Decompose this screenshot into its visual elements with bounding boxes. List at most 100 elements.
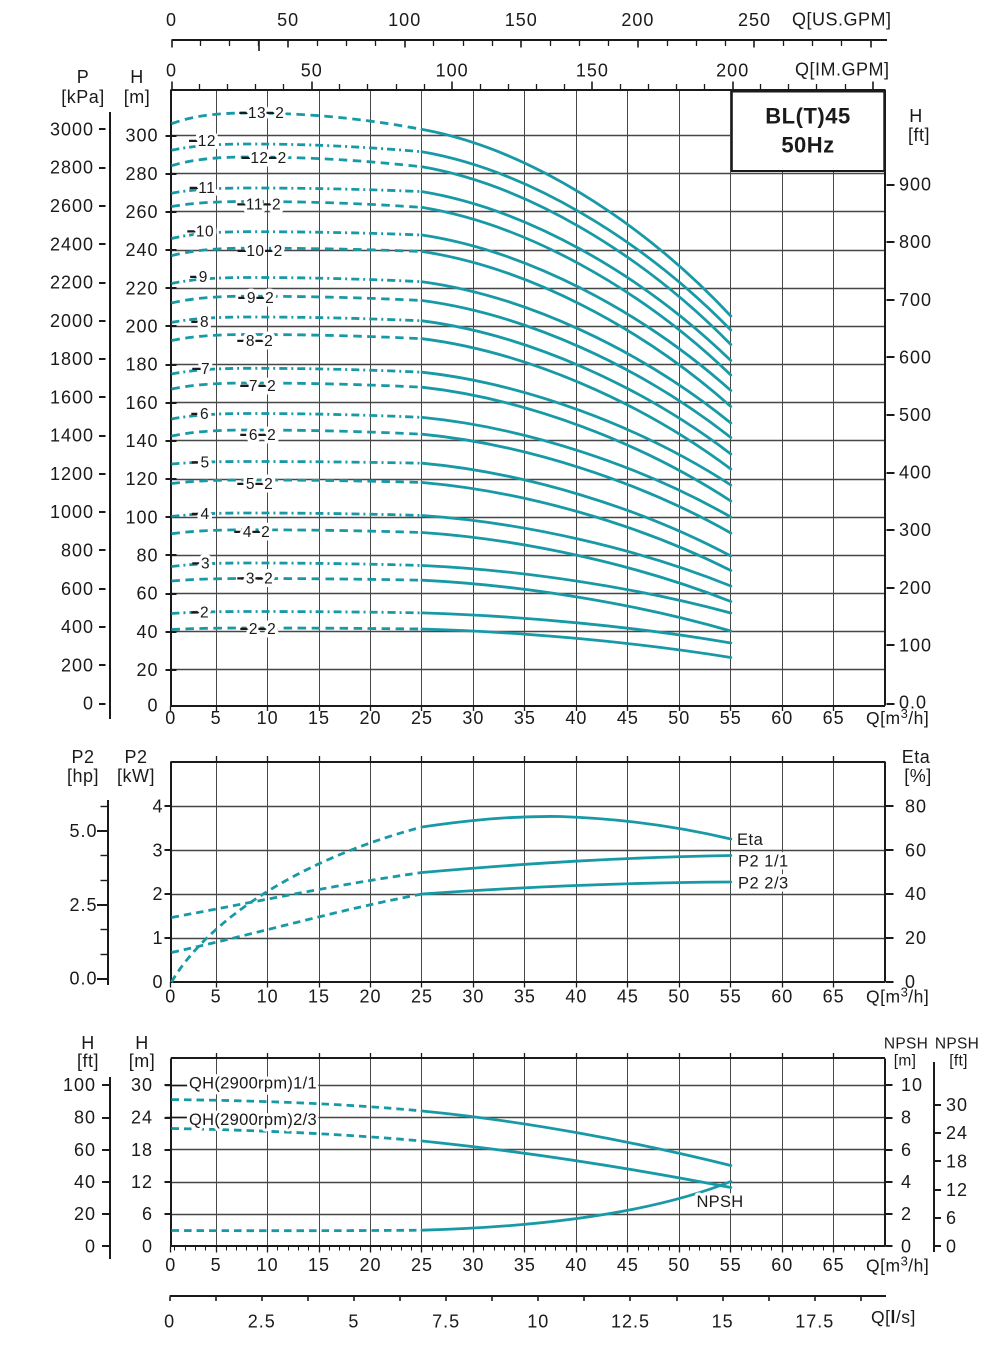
svg-text:20: 20 bbox=[74, 1204, 96, 1224]
svg-text:55: 55 bbox=[720, 987, 742, 1007]
svg-text:QH(2900rpm)1/1: QH(2900rpm)1/1 bbox=[189, 1075, 317, 1093]
svg-text:20: 20 bbox=[359, 1255, 381, 1275]
svg-text:24: 24 bbox=[131, 1108, 153, 1128]
svg-text:−9−2: −9−2 bbox=[238, 290, 274, 307]
svg-text:3: 3 bbox=[152, 840, 163, 860]
svg-text:Q[m3/h]: Q[m3/h] bbox=[866, 984, 929, 1007]
svg-text:−3: −3 bbox=[192, 555, 210, 572]
svg-text:160: 160 bbox=[125, 393, 158, 413]
svg-text:18: 18 bbox=[946, 1152, 968, 1172]
svg-text:−2−2: −2−2 bbox=[240, 621, 276, 638]
svg-text:50: 50 bbox=[301, 61, 323, 81]
svg-text:−10: −10 bbox=[187, 223, 214, 240]
svg-text:250: 250 bbox=[738, 10, 771, 30]
svg-text:18: 18 bbox=[131, 1140, 153, 1160]
svg-text:35: 35 bbox=[514, 1255, 536, 1275]
svg-text:[%]: [%] bbox=[904, 766, 932, 786]
svg-text:0: 0 bbox=[165, 708, 176, 728]
svg-text:NPSH: NPSH bbox=[696, 1193, 743, 1211]
svg-text:0: 0 bbox=[166, 61, 177, 81]
svg-text:100: 100 bbox=[436, 61, 469, 81]
svg-text:30: 30 bbox=[131, 1075, 153, 1095]
svg-text:180: 180 bbox=[125, 355, 158, 375]
svg-text:7.5: 7.5 bbox=[432, 1311, 460, 1331]
svg-text:Q[l/s]: Q[l/s] bbox=[871, 1307, 916, 1327]
svg-text:−7−2: −7−2 bbox=[240, 378, 276, 395]
svg-text:30: 30 bbox=[462, 708, 484, 728]
svg-text:Q[IM.GPM]: Q[IM.GPM] bbox=[795, 60, 890, 80]
svg-text:6: 6 bbox=[946, 1208, 957, 1228]
svg-text:1: 1 bbox=[152, 928, 163, 948]
svg-text:80: 80 bbox=[905, 797, 927, 817]
svg-text:−9: −9 bbox=[190, 269, 208, 286]
svg-text:−11−2: −11−2 bbox=[237, 196, 281, 213]
svg-text:6: 6 bbox=[142, 1204, 153, 1224]
svg-text:2400: 2400 bbox=[50, 234, 94, 254]
svg-text:10: 10 bbox=[257, 987, 279, 1007]
svg-text:500: 500 bbox=[899, 405, 932, 425]
svg-text:−12−2: −12−2 bbox=[241, 150, 287, 167]
svg-text:0.0: 0.0 bbox=[69, 969, 97, 989]
svg-text:45: 45 bbox=[617, 1255, 639, 1275]
svg-text:NPSH: NPSH bbox=[884, 1036, 928, 1053]
svg-text:100: 100 bbox=[125, 507, 158, 527]
svg-text:600: 600 bbox=[899, 347, 932, 367]
svg-text:2800: 2800 bbox=[50, 158, 94, 178]
svg-text:−2: −2 bbox=[191, 604, 209, 621]
svg-text:0.0: 0.0 bbox=[899, 693, 927, 713]
svg-text:600: 600 bbox=[61, 579, 94, 599]
svg-text:4: 4 bbox=[152, 797, 163, 817]
svg-text:3000: 3000 bbox=[50, 119, 94, 139]
svg-text:2: 2 bbox=[901, 1204, 912, 1224]
svg-text:P2: P2 bbox=[124, 747, 147, 767]
svg-text:0: 0 bbox=[164, 1311, 175, 1331]
svg-text:−12: −12 bbox=[189, 132, 216, 149]
svg-text:25: 25 bbox=[411, 708, 433, 728]
svg-text:1800: 1800 bbox=[50, 349, 94, 369]
svg-text:−6−2: −6−2 bbox=[240, 427, 276, 444]
svg-text:NPSH: NPSH bbox=[935, 1036, 979, 1053]
svg-text:30: 30 bbox=[462, 987, 484, 1007]
svg-text:−6: −6 bbox=[191, 406, 209, 423]
svg-text:260: 260 bbox=[125, 202, 158, 222]
svg-text:200: 200 bbox=[716, 61, 749, 81]
svg-text:[kW]: [kW] bbox=[117, 766, 155, 786]
svg-text:10: 10 bbox=[901, 1075, 923, 1095]
svg-text:−11: −11 bbox=[189, 180, 215, 197]
svg-text:0: 0 bbox=[165, 987, 176, 1007]
svg-text:300: 300 bbox=[125, 126, 158, 146]
svg-text:H: H bbox=[130, 67, 144, 87]
svg-text:Q[US.GPM]: Q[US.GPM] bbox=[792, 10, 892, 30]
svg-text:QH(2900rpm)2/3: QH(2900rpm)2/3 bbox=[189, 1111, 317, 1129]
svg-text:1400: 1400 bbox=[50, 426, 94, 446]
svg-text:0: 0 bbox=[901, 1237, 912, 1257]
svg-text:P2 1/1: P2 1/1 bbox=[738, 853, 789, 871]
svg-text:15: 15 bbox=[712, 1311, 734, 1331]
svg-text:25: 25 bbox=[411, 1255, 433, 1275]
svg-text:240: 240 bbox=[125, 240, 158, 260]
svg-text:2000: 2000 bbox=[50, 311, 94, 331]
svg-text:140: 140 bbox=[125, 431, 158, 451]
svg-text:280: 280 bbox=[125, 164, 158, 184]
svg-text:50: 50 bbox=[668, 708, 690, 728]
svg-text:40: 40 bbox=[74, 1172, 96, 1192]
svg-text:4: 4 bbox=[901, 1172, 912, 1192]
svg-text:80: 80 bbox=[136, 545, 158, 565]
svg-text:10: 10 bbox=[257, 1255, 279, 1275]
svg-text:Q[m3/h]: Q[m3/h] bbox=[866, 706, 929, 729]
svg-text:40: 40 bbox=[565, 987, 587, 1007]
svg-text:0: 0 bbox=[165, 1255, 176, 1275]
svg-text:80: 80 bbox=[74, 1108, 96, 1128]
svg-text:200: 200 bbox=[621, 10, 654, 30]
svg-text:5.0: 5.0 bbox=[69, 821, 97, 841]
svg-text:60: 60 bbox=[771, 1255, 793, 1275]
svg-text:−5: −5 bbox=[191, 454, 209, 471]
svg-text:100: 100 bbox=[899, 635, 932, 655]
svg-text:20: 20 bbox=[136, 660, 158, 680]
svg-text:10: 10 bbox=[527, 1311, 549, 1331]
svg-text:60: 60 bbox=[771, 987, 793, 1007]
svg-text:[ft]: [ft] bbox=[77, 1051, 99, 1071]
svg-text:50Hz: 50Hz bbox=[781, 133, 834, 158]
svg-text:400: 400 bbox=[899, 463, 932, 483]
svg-text:60: 60 bbox=[905, 840, 927, 860]
